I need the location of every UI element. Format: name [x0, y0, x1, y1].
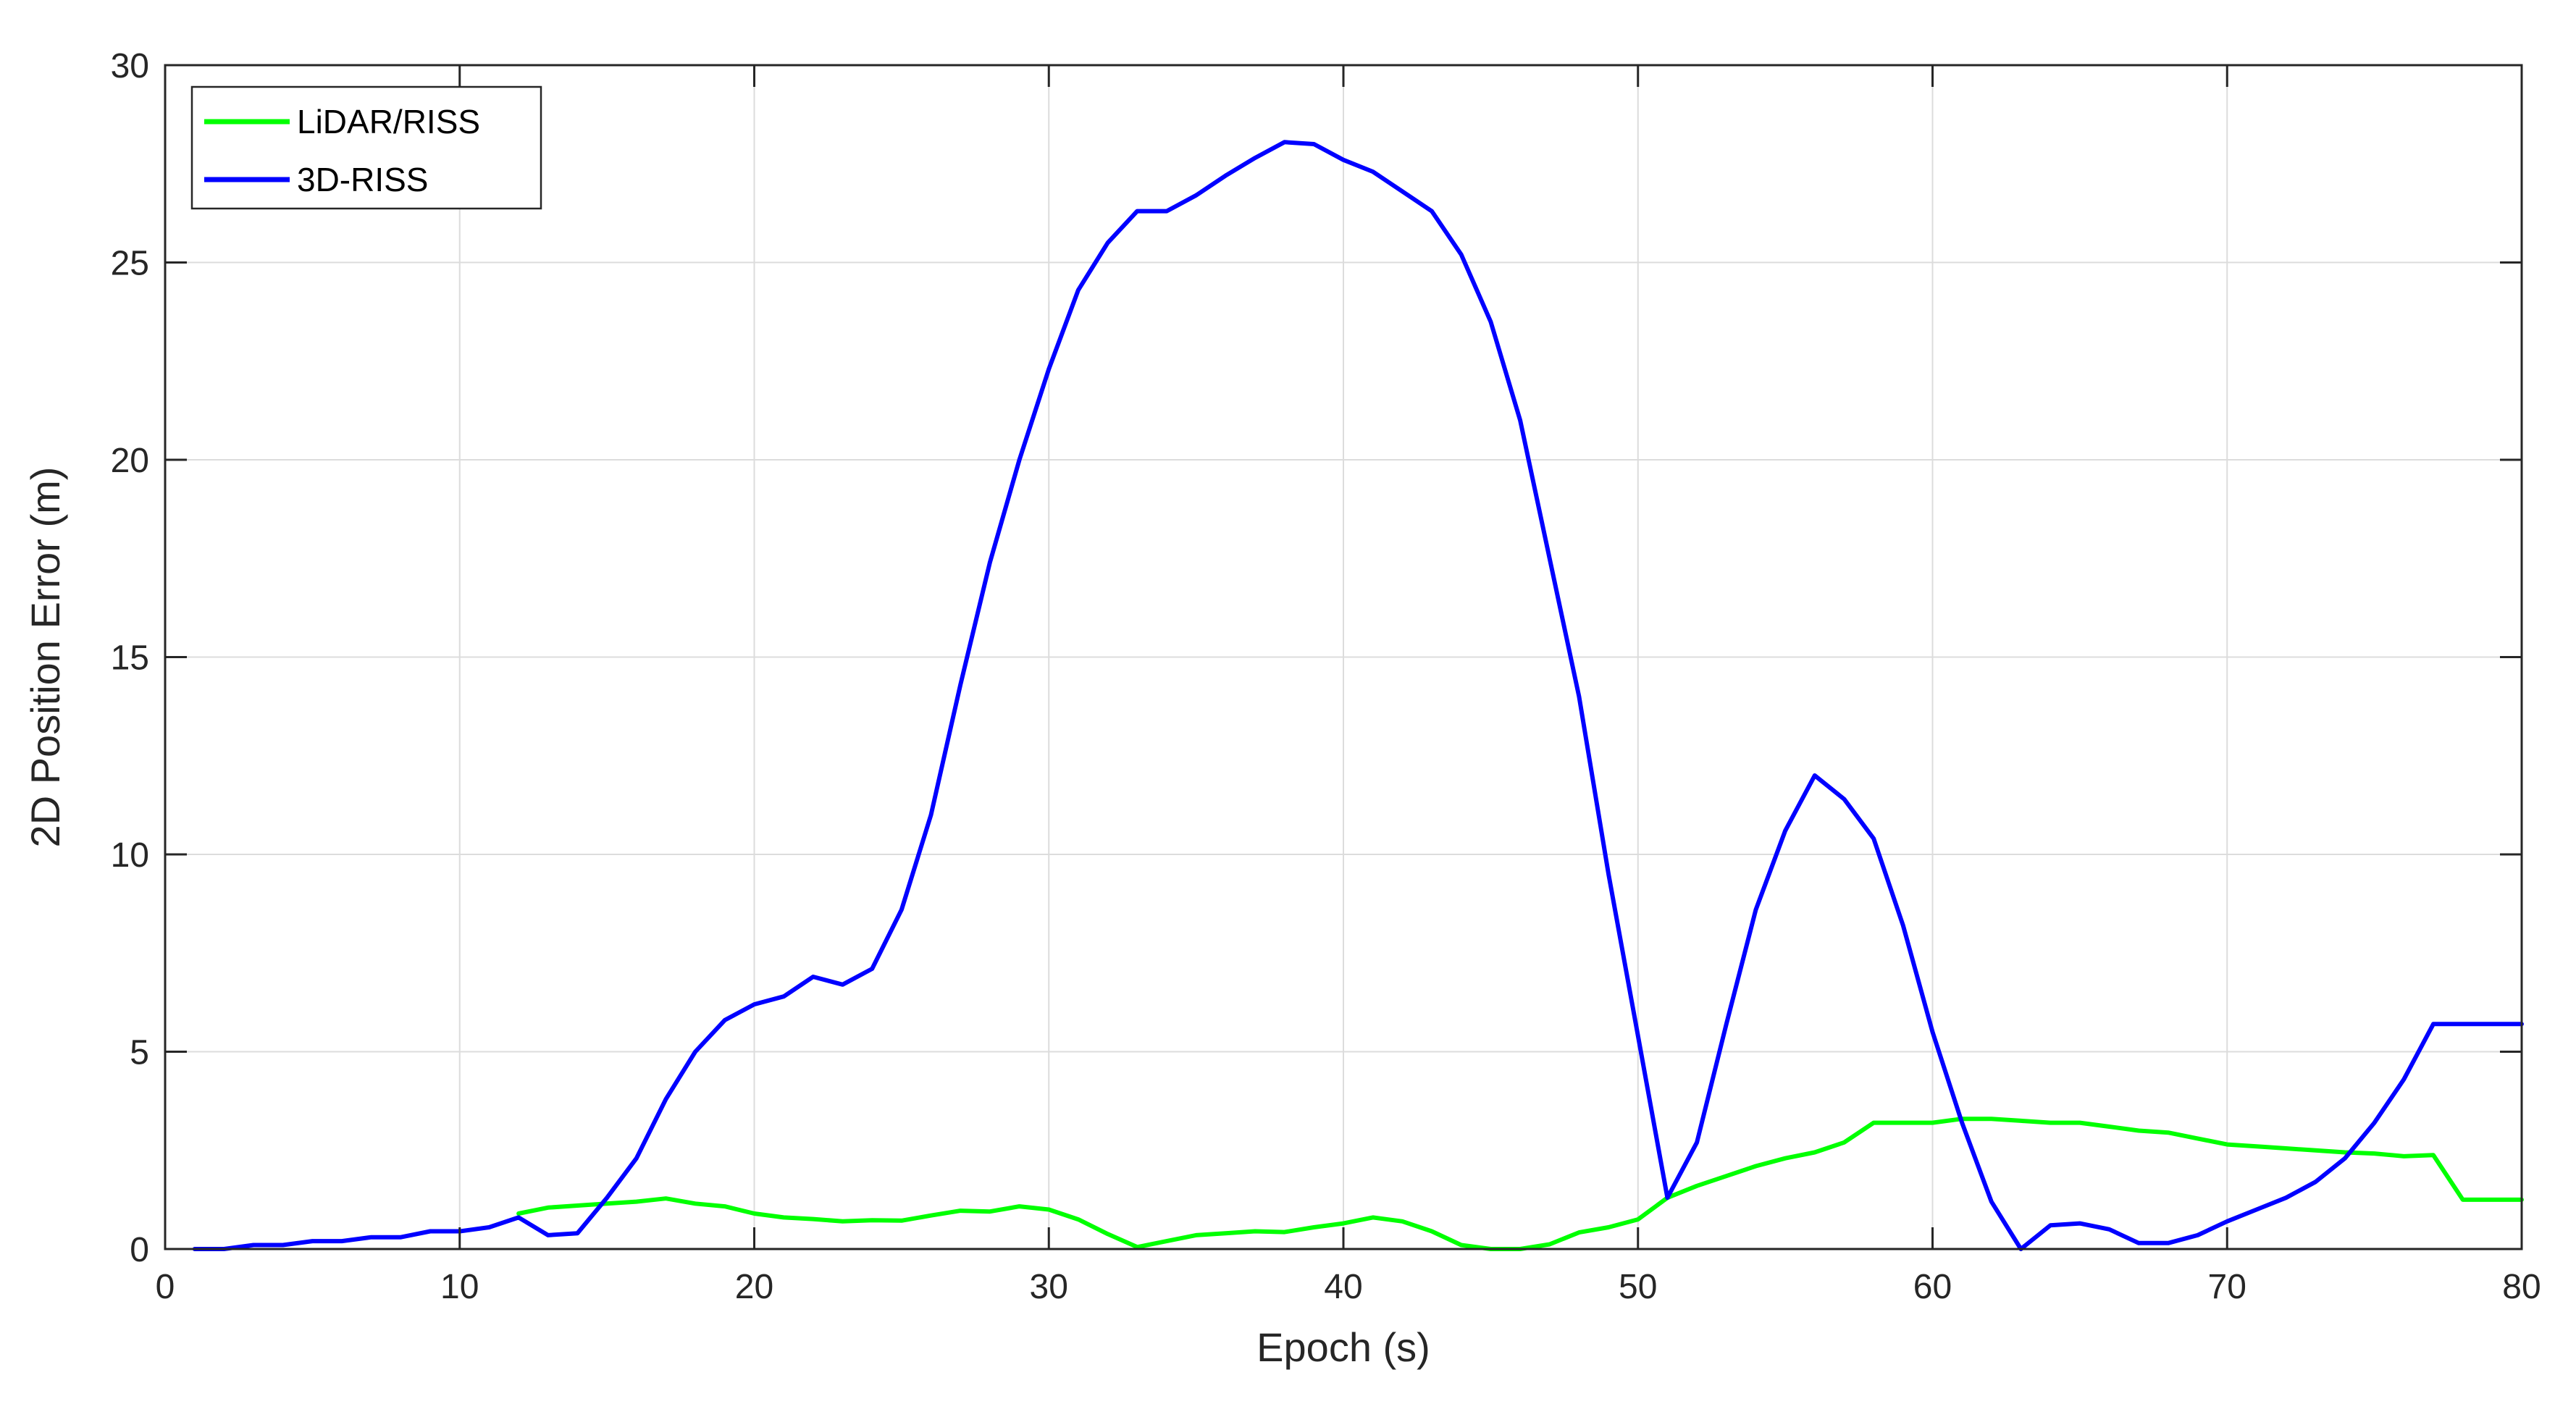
- y-tick-label: 10: [111, 836, 149, 875]
- tick-labels: 0 10 20 30 40 50 60 70 80 0 5 10 15 20 25 30: [111, 47, 2541, 1306]
- y-tick-label: 30: [111, 47, 149, 85]
- x-tick-label: 30: [1030, 1268, 1068, 1306]
- legend-label-lidar-riss: LiDAR/RISS: [297, 103, 480, 140]
- y-tick-label: 15: [111, 639, 149, 678]
- x-tick-label: 80: [2502, 1268, 2541, 1306]
- x-tick-label: 20: [735, 1268, 773, 1306]
- y-axis-label: 2D Position Error (m): [22, 467, 68, 848]
- x-tick-label: 60: [1913, 1268, 1952, 1306]
- x-tick-label: 50: [1619, 1268, 1657, 1306]
- legend-box: [190, 85, 542, 210]
- x-tick-label: 10: [440, 1268, 479, 1306]
- x-tick-label: 70: [2208, 1268, 2246, 1306]
- y-tick-label: 0: [130, 1231, 149, 1269]
- legend-label-3d-riss: 3D-RISS: [297, 161, 428, 198]
- x-tick-label: 0: [156, 1268, 175, 1306]
- axis-ticks: [164, 64, 2523, 1250]
- y-tick-label: 25: [111, 245, 149, 283]
- x-tick-label: 40: [1324, 1268, 1362, 1306]
- y-tick-label: 5: [130, 1034, 149, 1072]
- series-line-3d-riss: [192, 140, 2524, 1251]
- y-tick-label: 20: [111, 442, 149, 480]
- x-axis-label: Epoch (s): [1256, 1324, 1430, 1370]
- legend: LiDAR/RISS 3D-RISS: [190, 85, 542, 210]
